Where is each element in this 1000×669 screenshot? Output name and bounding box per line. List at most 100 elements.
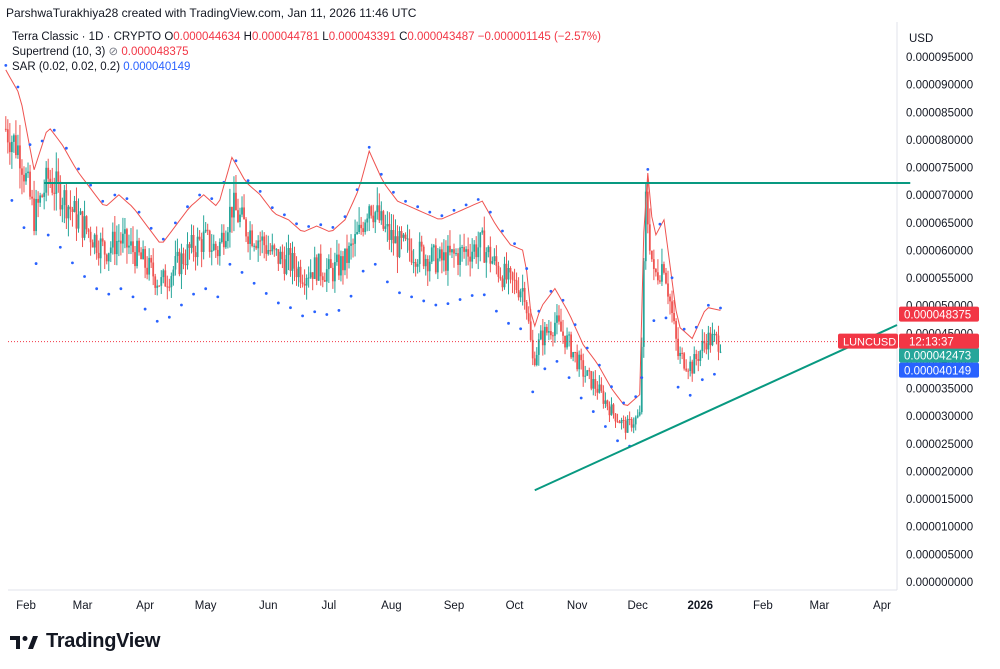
candle-body xyxy=(311,272,314,279)
sar-dot xyxy=(398,291,401,295)
sar-dot xyxy=(204,287,208,291)
sar-dot xyxy=(349,294,353,298)
y-tick-label: 0.000055000 xyxy=(906,273,973,285)
sar-dot xyxy=(700,378,704,382)
candle-body xyxy=(160,277,163,286)
candle-body xyxy=(501,278,504,288)
candle-body xyxy=(408,238,411,251)
candle-body xyxy=(346,248,348,263)
candle-body xyxy=(606,400,609,407)
brand-name: TradingView xyxy=(46,630,161,652)
sar-dot xyxy=(446,302,450,306)
candle-body xyxy=(174,256,177,270)
sar-dot xyxy=(119,287,123,291)
sar-dot xyxy=(676,385,680,389)
candle-body xyxy=(515,280,518,290)
candle-body xyxy=(319,253,322,277)
candle-body xyxy=(222,232,225,248)
candle-body xyxy=(331,267,334,282)
sar-dot xyxy=(597,363,601,367)
candle-body xyxy=(578,354,581,370)
candle-body xyxy=(644,191,647,262)
hidden-eye-icon[interactable]: ⊘ xyxy=(108,46,119,58)
candle-body xyxy=(107,253,110,262)
candle-body xyxy=(687,370,690,372)
candle-body xyxy=(53,192,56,194)
candle-body xyxy=(699,351,702,361)
candle-body xyxy=(168,286,171,288)
candle-body xyxy=(132,241,134,253)
sar-dot xyxy=(131,295,135,299)
support-trendline[interactable] xyxy=(534,324,898,492)
candle-body xyxy=(45,167,48,193)
sar-dot xyxy=(149,226,153,230)
sar-dot xyxy=(379,172,383,176)
candle-body xyxy=(186,244,189,266)
candle-body xyxy=(176,251,179,257)
candle-body xyxy=(325,269,328,282)
high-label: H xyxy=(243,31,252,43)
sar-dot xyxy=(252,281,256,285)
candle-body xyxy=(235,192,237,211)
candle-body xyxy=(233,192,235,218)
candle-body xyxy=(333,262,336,282)
candle-body xyxy=(358,224,361,233)
sar-dot xyxy=(46,233,50,237)
candle-body xyxy=(509,267,512,273)
candle-body xyxy=(277,249,280,264)
candle-body xyxy=(697,358,700,361)
candle-body xyxy=(600,384,603,391)
candle-body xyxy=(87,229,90,232)
candle-body xyxy=(59,181,62,210)
candle-body xyxy=(388,223,391,240)
symbol-row[interactable]: Terra Classic · 1D · CRYPTO O0.000044634… xyxy=(12,30,601,45)
candle-body xyxy=(570,334,572,358)
candle-body xyxy=(545,326,548,333)
candle-body xyxy=(695,353,698,359)
candle-body xyxy=(61,205,64,210)
candle-body xyxy=(588,370,591,372)
candle-body xyxy=(410,250,413,263)
candle-body xyxy=(422,246,425,267)
candle-body xyxy=(152,262,155,277)
sar-row[interactable]: SAR (0.02, 0.02, 0.2) 0.000040149 xyxy=(12,60,601,75)
candle-body xyxy=(249,230,251,244)
candle-body xyxy=(283,259,286,274)
candle-body xyxy=(362,228,365,233)
candle-body xyxy=(126,229,128,248)
x-tick-label: Jul xyxy=(321,600,336,612)
candle-body xyxy=(144,249,147,268)
candle-body xyxy=(616,421,619,423)
currency-label: USD xyxy=(909,33,933,45)
candle-body xyxy=(418,241,421,265)
sar-dot xyxy=(173,221,177,225)
candle-body xyxy=(111,231,114,248)
candle-body xyxy=(535,354,538,366)
candle-body xyxy=(659,280,661,282)
sar-dot xyxy=(519,327,523,331)
candle-body xyxy=(115,240,118,255)
sar-dot xyxy=(125,197,129,201)
candle-body xyxy=(77,214,80,229)
candle-body xyxy=(150,257,153,263)
symbol-badge-label: LUNCUSD xyxy=(843,337,896,349)
candle-body xyxy=(626,418,629,433)
candle-body xyxy=(251,230,254,246)
sar-dot xyxy=(404,199,407,203)
candle-body xyxy=(47,167,50,179)
candle-body xyxy=(109,247,112,254)
high-value: 0.000044781 xyxy=(251,31,320,43)
sar-dot xyxy=(234,159,238,163)
sar-dot xyxy=(4,64,8,67)
supertrend-row[interactable]: Supertrend (10, 3) ⊘ 0.000048375 xyxy=(12,45,601,60)
sar-dot xyxy=(258,190,262,193)
y-tick-label: 0.000095000 xyxy=(906,52,973,64)
candle-body xyxy=(505,263,508,280)
candle-body xyxy=(434,245,437,273)
candle-body xyxy=(321,276,324,281)
close-value: 0.000043487 xyxy=(407,31,475,43)
candle-body xyxy=(364,222,367,233)
candle-body xyxy=(525,302,528,314)
candle-body xyxy=(580,354,583,361)
